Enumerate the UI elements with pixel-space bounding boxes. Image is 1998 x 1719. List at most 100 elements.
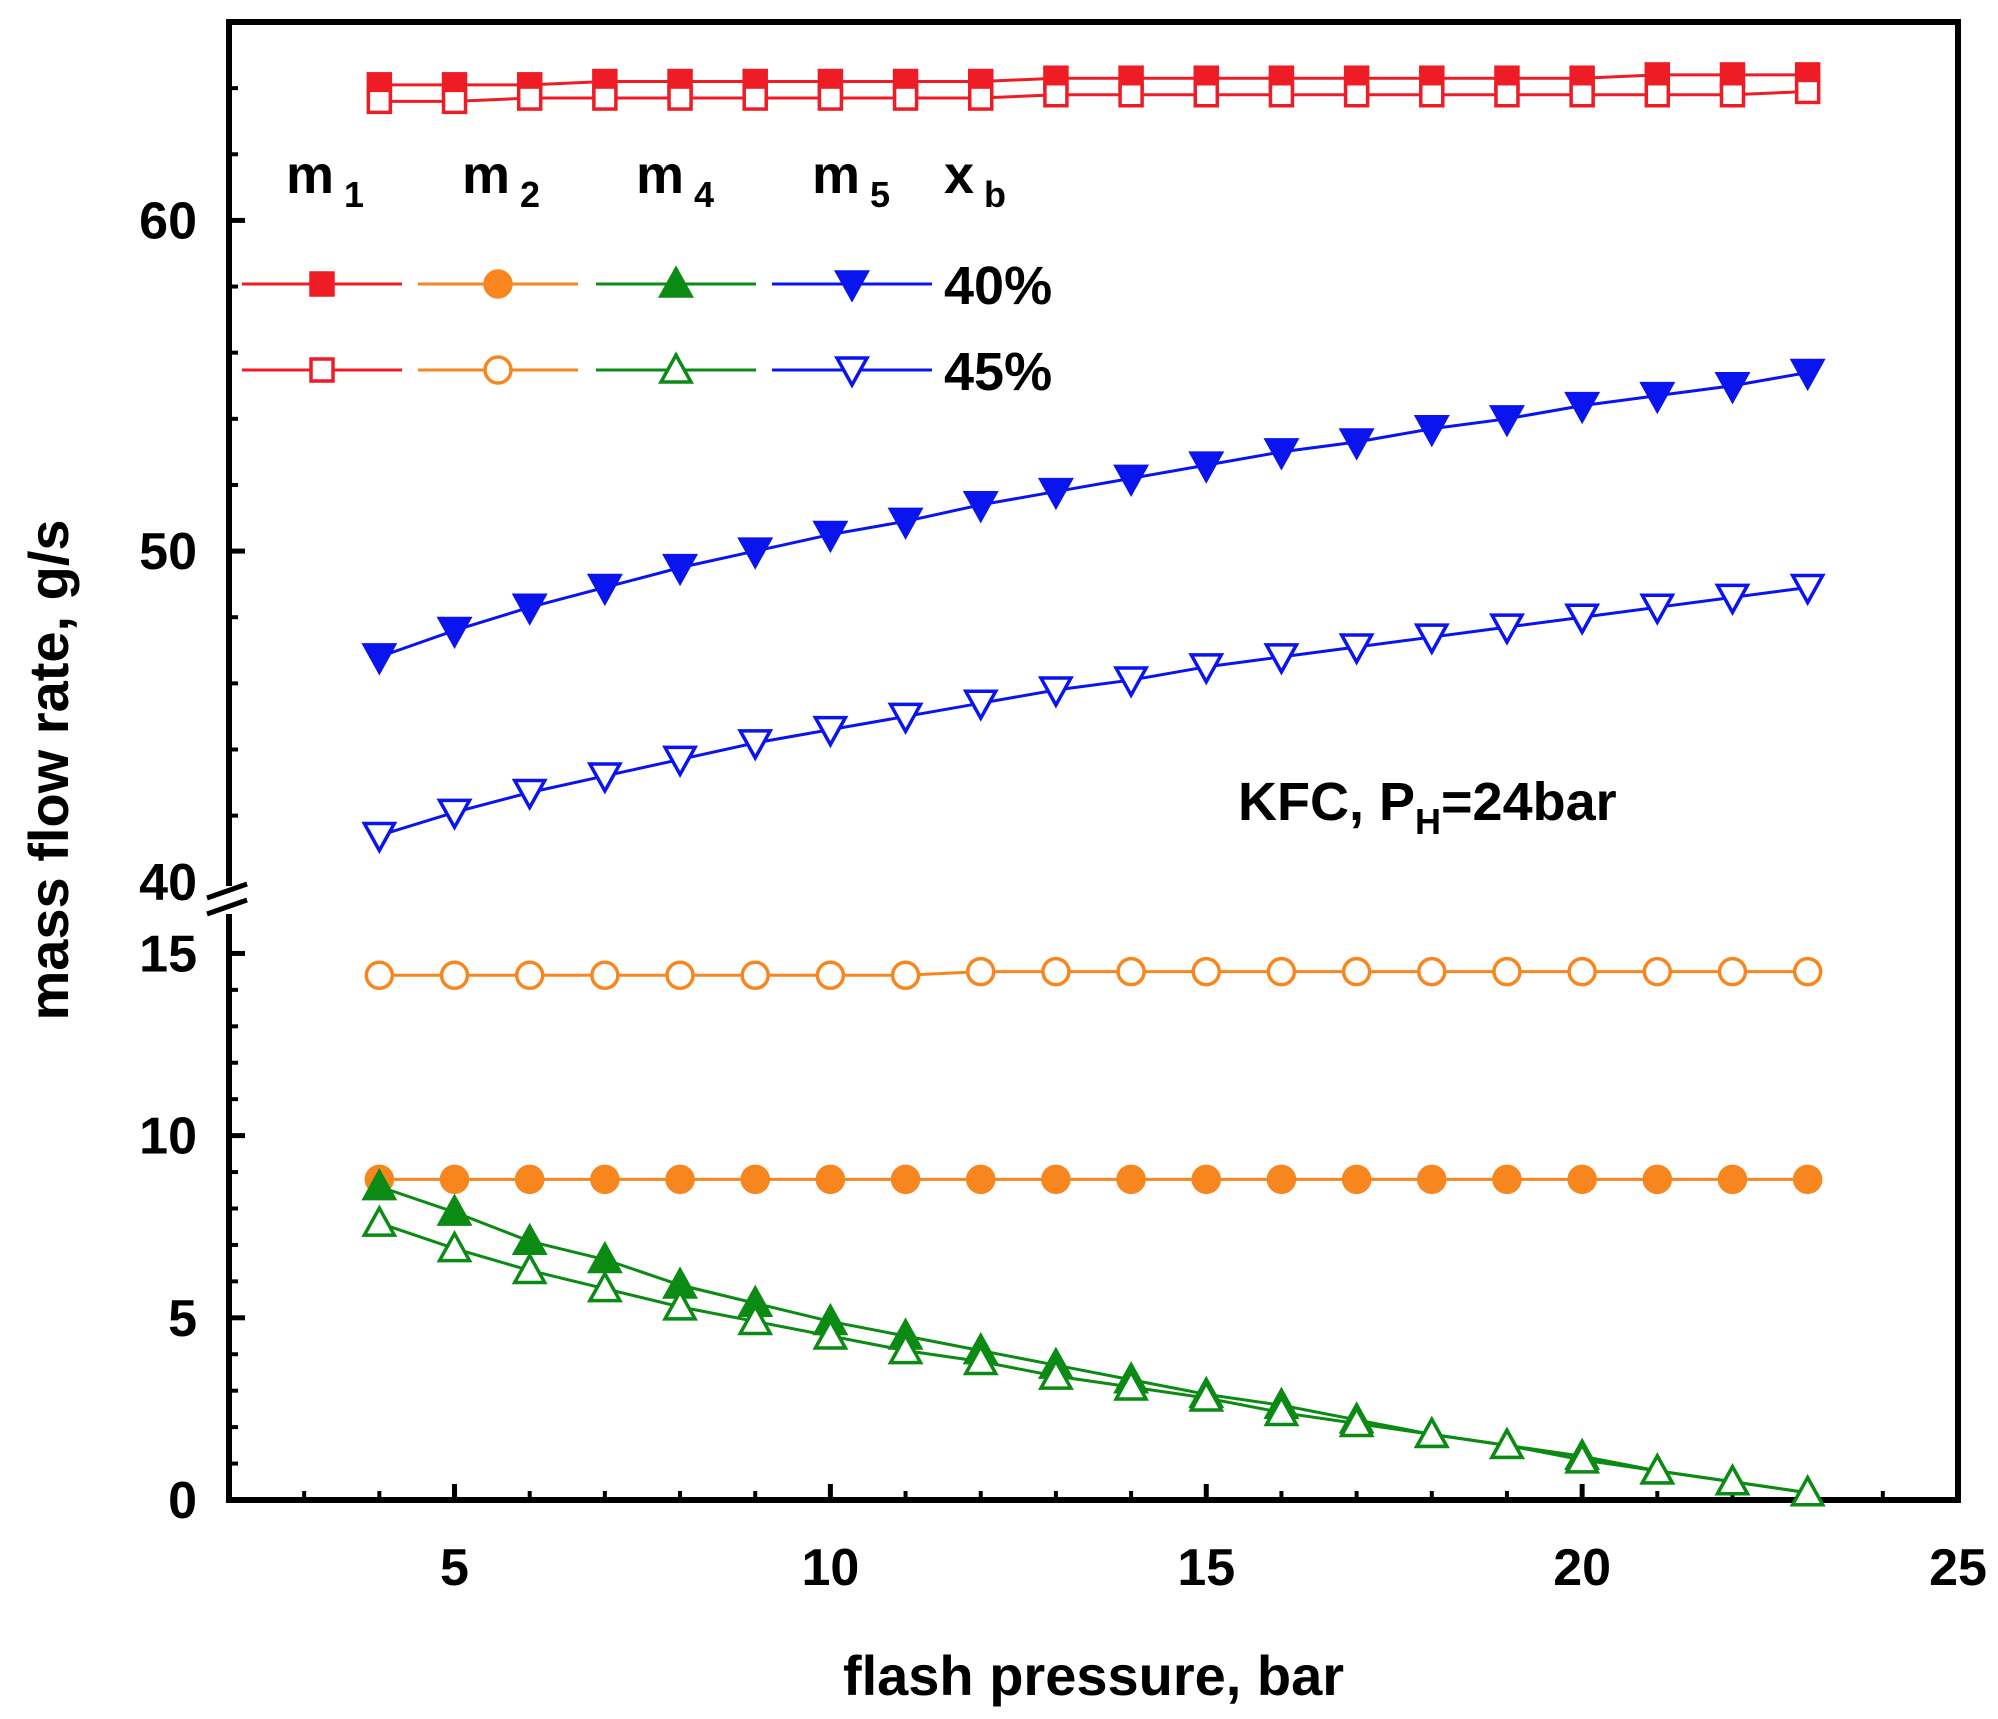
plot-area: 5 10 15 20 25 0 5 10 15 40 50 60 flash pressure, bar… [17,19,1987,1707]
data-point [590,1164,620,1195]
data-point [1639,1452,1676,1485]
data-point [1492,956,1522,987]
data-point [887,702,924,736]
data-point [1569,82,1595,108]
data-point [586,762,623,795]
data-point [667,85,693,111]
axis-break-mark [206,881,248,901]
data-point [1188,451,1225,484]
y-tick-label: 50 [139,523,197,581]
data-point [1338,1404,1375,1438]
data-point [962,491,999,524]
data-point [890,1164,921,1195]
data-point [1419,82,1445,108]
data-point [740,960,770,991]
data-point [511,1251,548,1285]
data-point [1644,82,1671,108]
x-axis-title: flash pressure, bar [843,1644,1344,1707]
legend-row-label: 40% [944,256,1052,316]
data-point [1413,623,1450,656]
data-point [1193,82,1220,108]
data-point [967,85,994,111]
data-point [662,745,699,779]
data-point [436,1229,473,1263]
data-point [1417,1164,1447,1195]
legend-column-header: m 5 [812,145,890,215]
data-point [436,798,473,831]
data-point [887,507,924,540]
legend-column-header: m 2 [462,145,540,215]
x-tick-label: 5 [440,1539,469,1597]
data-point [366,88,393,115]
data-point [1113,464,1150,497]
data-point [511,1222,548,1256]
data-point [1413,414,1450,448]
x-tick-label: 15 [1177,1539,1235,1597]
data-point [1719,82,1746,108]
data-point [1338,633,1375,666]
data-point [1794,78,1821,105]
data-point [1488,613,1525,646]
data-point [658,351,694,384]
data-point [1642,956,1673,987]
data-point [511,593,548,626]
data-point [1341,956,1372,987]
data-point [1488,405,1525,438]
series-m5-40- [361,358,1826,676]
data-point [364,960,395,991]
data-point [436,1193,473,1226]
data-point [361,821,398,855]
data-point [439,960,470,991]
data-point [483,269,513,299]
data-point [812,715,849,749]
data-point [516,85,543,111]
data-point [309,357,335,383]
data-point [1263,1393,1300,1427]
data-point [586,573,623,607]
data-point [1564,1441,1601,1474]
data-point [514,1164,545,1195]
data-point [962,1342,999,1376]
data-point [1717,1164,1748,1195]
data-point [1567,956,1597,987]
legend-column-header: m 4 [636,145,714,215]
data-point [737,729,774,762]
x-tick-label: 25 [1929,1539,1987,1597]
data-point [1413,1415,1450,1449]
data-point [483,355,513,385]
data-point [436,616,473,650]
data-point [665,960,695,991]
series-m5-45- [361,573,1826,855]
data-point [1191,956,1222,987]
data-point [511,778,548,812]
data-point [658,265,694,298]
data-point [1188,1379,1225,1412]
series-line [378,1221,1808,1495]
data-point [965,956,996,987]
series-m1-45- [366,78,1821,115]
data-point [1188,653,1225,686]
data-point [1113,666,1150,699]
data-point [1714,583,1751,616]
data-point [309,271,335,297]
data-point [1417,956,1447,987]
data-point [742,85,768,111]
data-point [1341,1164,1372,1195]
series-line [378,1185,1808,1495]
data-point [514,960,545,991]
series-m2-40- [364,1164,1823,1195]
data-point [662,1288,699,1321]
data-point [812,520,849,554]
data-point [1717,956,1748,987]
data-point [1037,1357,1074,1390]
data-point [1639,381,1676,415]
data-point [592,85,618,111]
data-point [1037,676,1074,709]
data-point [361,1168,398,1201]
data-point [890,960,921,991]
data-point [815,1164,846,1195]
data-point [1639,593,1676,626]
annotation-kfc: KFC, PH=24bar [1238,772,1617,842]
data-point [1118,82,1144,108]
